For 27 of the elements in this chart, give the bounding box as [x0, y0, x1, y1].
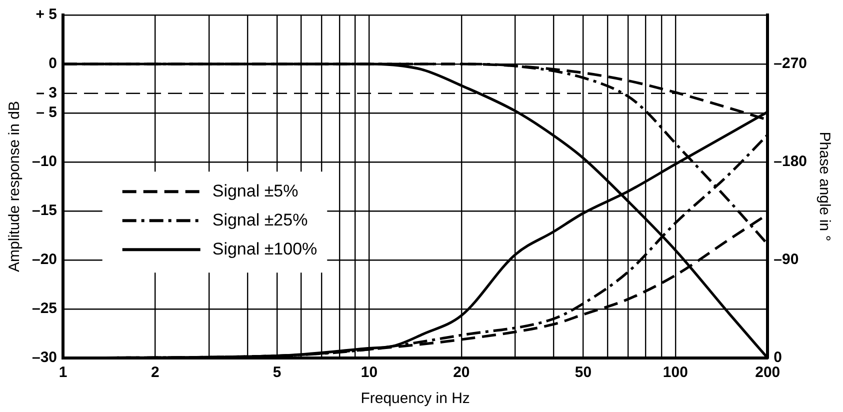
legend-label: Signal ±5% [212, 181, 298, 200]
y2-axis-title: Phase angle in ° [816, 132, 833, 242]
x-tick-label: 100 [662, 364, 688, 382]
x-tick-label: 1 [58, 364, 68, 382]
x-tick-label: 5 [272, 364, 282, 382]
x-tick-label: 2 [151, 364, 160, 382]
x-tick-label: 50 [574, 364, 592, 382]
y-tick-label: –30 [32, 349, 58, 366]
y2-tick-label: 0 [774, 349, 782, 366]
y-tick-label: –20 [32, 251, 58, 268]
legend-label: Signal ±25% [212, 210, 308, 230]
x-tick-label: 10 [360, 364, 378, 382]
legend-label: Signal ±100% [212, 239, 318, 258]
y2-tick-label: –270 [774, 55, 808, 72]
y-axis-title: Amplitude response in dB [6, 101, 24, 272]
x-tick-label: 20 [453, 364, 470, 382]
y-tick-label: –25 [32, 300, 58, 318]
y-tick-label: –15 [32, 202, 58, 220]
y-tick-label: + 5 [36, 6, 58, 24]
y2-tick-label: –90 [774, 251, 799, 268]
y-tick-label: – 5 [36, 104, 58, 122]
y-tick-label: 0 [48, 55, 58, 72]
y-tick-label: –10 [32, 153, 58, 170]
y2-tick-label: –180 [774, 153, 808, 170]
y-tick-label: – 3 [36, 84, 58, 102]
x-tick-label: 200 [755, 364, 780, 382]
x-axis-title: Frequency in Hz [360, 390, 470, 408]
